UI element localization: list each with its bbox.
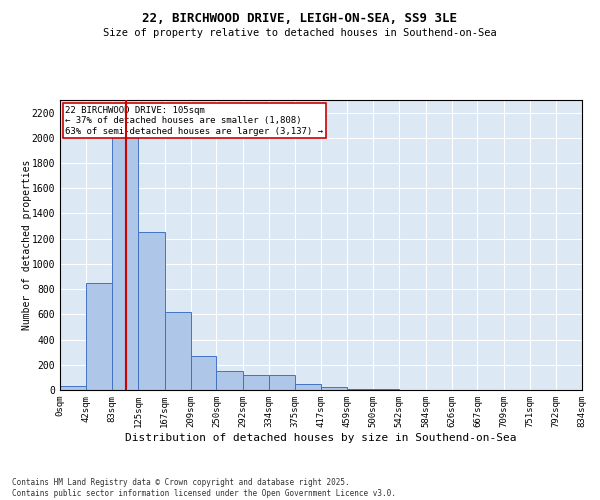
Bar [164, 312, 191, 390]
Bar [321, 388, 347, 390]
Y-axis label: Number of detached properties: Number of detached properties [22, 160, 32, 330]
Bar [60, 386, 86, 390]
Bar [217, 371, 243, 390]
Bar [295, 384, 321, 390]
X-axis label: Distribution of detached houses by size in Southend-on-Sea: Distribution of detached houses by size … [125, 432, 517, 442]
Text: Contains HM Land Registry data © Crown copyright and database right 2025.
Contai: Contains HM Land Registry data © Crown c… [12, 478, 396, 498]
Bar [269, 375, 295, 390]
Text: 22, BIRCHWOOD DRIVE, LEIGH-ON-SEA, SS9 3LE: 22, BIRCHWOOD DRIVE, LEIGH-ON-SEA, SS9 3… [143, 12, 458, 26]
Text: Size of property relative to detached houses in Southend-on-Sea: Size of property relative to detached ho… [103, 28, 497, 38]
Bar [112, 132, 138, 390]
Bar [347, 388, 373, 390]
Bar [243, 375, 269, 390]
Bar [138, 232, 164, 390]
Bar [86, 283, 112, 390]
Bar [191, 356, 217, 390]
Text: 22 BIRCHWOOD DRIVE: 105sqm
← 37% of detached houses are smaller (1,808)
63% of s: 22 BIRCHWOOD DRIVE: 105sqm ← 37% of deta… [65, 106, 323, 136]
